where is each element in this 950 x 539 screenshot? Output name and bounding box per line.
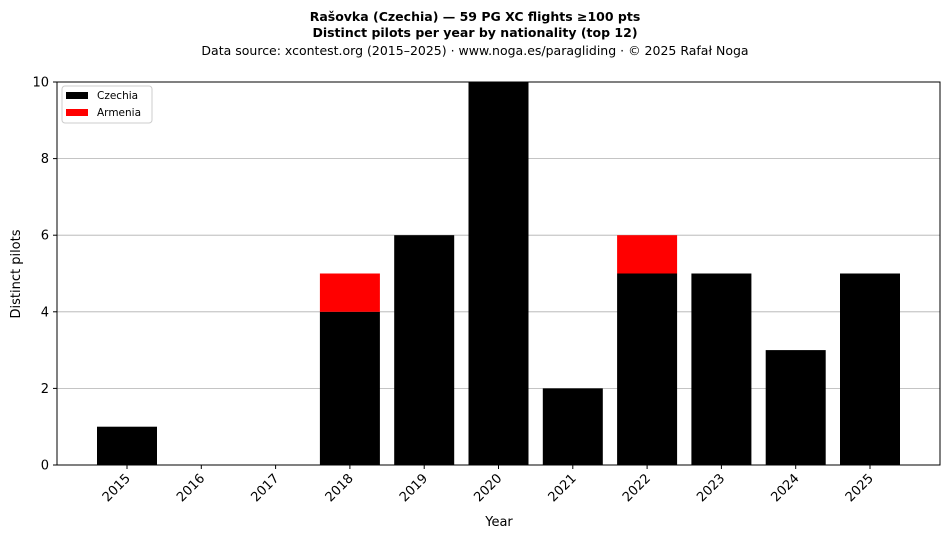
x-tick-label-2015: 2015 xyxy=(100,471,134,505)
bar-czechia-2020 xyxy=(468,82,529,465)
legend: Czechia Armenia xyxy=(61,85,153,124)
x-tick-label-2018: 2018 xyxy=(323,471,357,505)
chart-source-note: Data source: xcontest.org (2015–2025) · … xyxy=(201,43,748,58)
bar-armenia-2018 xyxy=(319,273,380,312)
y-tick-label-8: 8 xyxy=(41,152,49,167)
x-tick-label-2020: 2020 xyxy=(471,471,505,505)
chart-title: Rašovka (Czechia) — 59 PG XC flights ≥10… xyxy=(310,9,641,24)
bar-czechia-2015 xyxy=(97,426,157,465)
chart-subtitle: Distinct pilots per year by nationality … xyxy=(312,25,637,40)
x-axis-label: Year xyxy=(484,515,513,530)
x-tick-label-2024: 2024 xyxy=(769,471,803,505)
y-tick-label-0: 0 xyxy=(41,459,49,474)
y-tick-label-2: 2 xyxy=(41,382,49,397)
y-axis-label: Distinct pilots xyxy=(9,229,24,318)
legend-label-czechia: Czechia xyxy=(97,90,138,102)
bar-czechia-2024 xyxy=(765,350,826,465)
x-tick-label-2023: 2023 xyxy=(694,471,728,505)
x-axis-ticks: 2015 2016 2017 2018 2019 2020 2021 2022 2023 2024… xyxy=(100,465,877,505)
y-tick-label-10: 10 xyxy=(32,76,49,91)
bars xyxy=(97,82,900,465)
legend-swatch-armenia xyxy=(66,109,88,116)
bar-armenia-2022 xyxy=(617,235,678,274)
bar-czechia-2019 xyxy=(394,235,455,465)
bar-czechia-2021 xyxy=(542,388,603,465)
x-tick-label-2019: 2019 xyxy=(397,471,431,505)
x-tick-label-2025: 2025 xyxy=(843,471,877,505)
x-tick-label-2022: 2022 xyxy=(620,471,654,505)
y-tick-label-6: 6 xyxy=(41,229,49,244)
legend-label-armenia: Armenia xyxy=(97,107,141,119)
legend-swatch-czechia xyxy=(66,92,88,99)
x-tick-label-2021: 2021 xyxy=(546,471,580,505)
bar-czechia-2018 xyxy=(319,311,380,465)
y-axis-ticks: 0 2 4 6 8 10 xyxy=(32,76,57,474)
x-tick-label-2016: 2016 xyxy=(174,471,208,505)
bar-czechia-2023 xyxy=(691,273,752,465)
bar-czechia-2022 xyxy=(617,273,678,465)
x-tick-label-2017: 2017 xyxy=(248,471,282,505)
bar-czechia-2025 xyxy=(840,273,900,465)
y-tick-label-4: 4 xyxy=(41,305,49,320)
